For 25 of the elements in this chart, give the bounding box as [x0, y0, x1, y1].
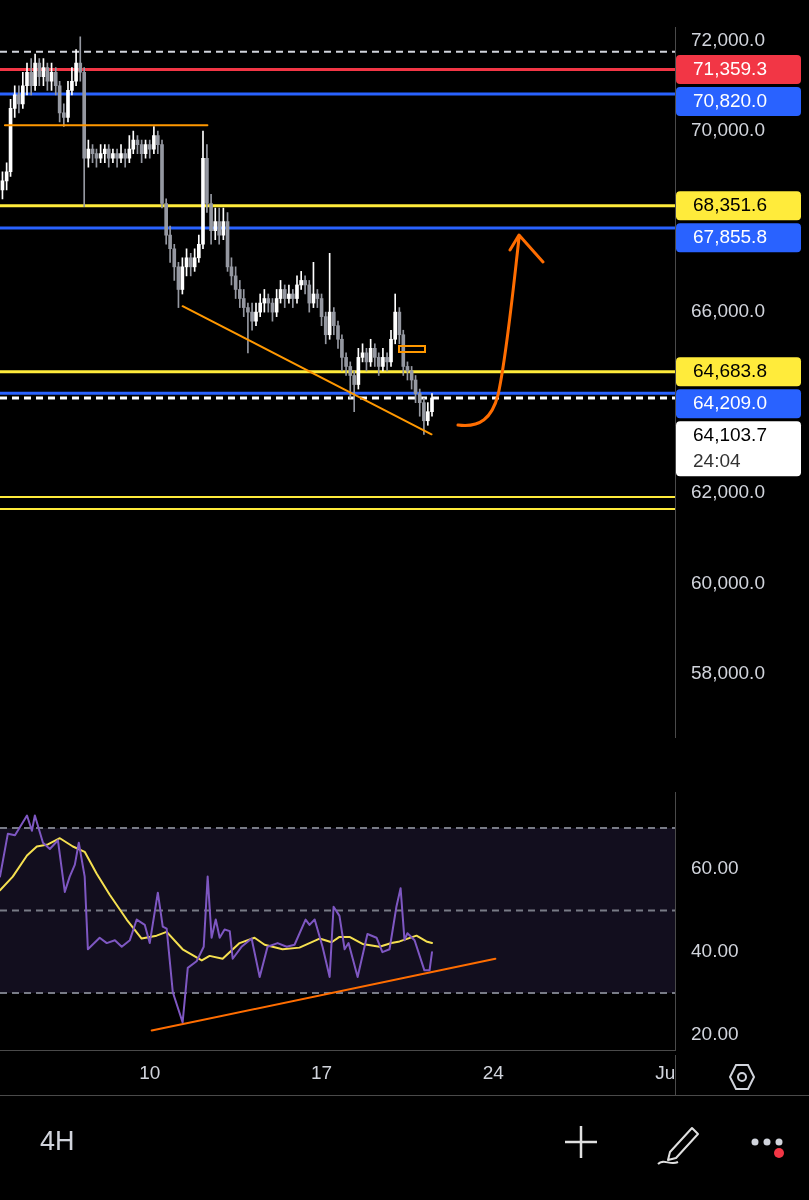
- y-tick-label: 62,000.0: [691, 481, 765, 503]
- ref-line-label: 64,103.7: [693, 423, 767, 445]
- candlestick: [102, 144, 107, 164]
- x-tick-label: 24: [482, 1061, 505, 1083]
- x-tick-label: 10: [139, 1061, 161, 1083]
- y-tick-label: 66,000.0: [691, 300, 765, 322]
- candlestick: [147, 139, 152, 159]
- y-tick-label: 58,000.0: [691, 662, 765, 684]
- candlestick: [291, 289, 295, 308]
- ref-line-label: 64,683.8: [693, 359, 767, 381]
- y-tick-label: 20.00: [691, 1022, 739, 1044]
- ref-line-label: 70,820.0: [693, 89, 767, 111]
- y-tick-label: 40.00: [691, 939, 739, 961]
- y-tick-label: 72,000.0: [691, 28, 765, 50]
- y-tick-label: 60,000.0: [691, 571, 765, 593]
- ref-line-label: 71,359.3: [693, 57, 767, 79]
- text: 24:04: [693, 449, 741, 471]
- x-tick-label: 17: [310, 1061, 333, 1083]
- x-tick-label: Ju: [655, 1061, 676, 1083]
- text: 4H: [40, 1125, 75, 1158]
- ref-line-label: 68,351.6: [693, 193, 767, 215]
- ref-line-label: 67,855.8: [693, 225, 767, 247]
- ref-line-label: 64,209.0: [693, 391, 767, 413]
- y-tick-label: 60.00: [691, 857, 739, 879]
- y-tick-label: 70,000.0: [691, 119, 765, 141]
